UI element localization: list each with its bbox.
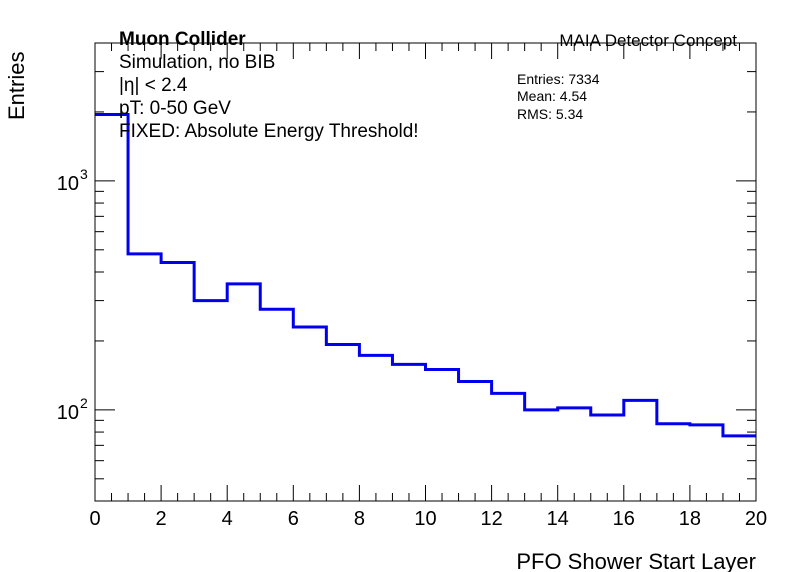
x-tick-label: 20: [745, 508, 767, 530]
y-tick-exponent: 2: [80, 395, 88, 411]
x-tick-label: 10: [414, 508, 436, 530]
y-tick-exponent: 3: [80, 166, 88, 182]
annotation-line-4: FIXED: Absolute Energy Threshold!: [119, 121, 419, 142]
stats-mean: Mean: 4.54: [517, 88, 587, 104]
x-tick-labels: 0 2 4 6 8 10 12 14 16 18 20: [89, 508, 767, 530]
x-tick-label: 2: [156, 508, 167, 530]
x-tick-label: 18: [679, 508, 701, 530]
x-tick-label: 6: [288, 508, 299, 530]
x-tick-label: 12: [480, 508, 502, 530]
annotation-line-1: Simulation, no BIB: [119, 52, 275, 73]
experiment-label: Muon Collider: [119, 29, 246, 50]
y-tick-label: 10: [57, 173, 79, 195]
x-tick-label: 4: [222, 508, 233, 530]
x-tick-label: 8: [354, 508, 365, 530]
x-axis-title: PFO Shower Start Layer: [516, 549, 756, 572]
x-tick-label: 0: [89, 508, 100, 530]
histogram-line: [95, 112, 756, 438]
y-axis-title: Entries: [4, 52, 29, 120]
detector-label: MAIA Detector Concept: [559, 31, 737, 50]
y-tick-label: 10: [57, 402, 79, 424]
annotation-line-2: |η| < 2.4: [119, 75, 188, 96]
plot-frame: [94, 42, 757, 502]
stats-rms: RMS: 5.34: [517, 106, 583, 122]
x-tick-label: 14: [547, 508, 569, 530]
annotation-line-3: pT: 0-50 GeV: [119, 98, 231, 119]
stats-entries: Entries: 7334: [517, 71, 600, 87]
x-tick-label: 16: [613, 508, 635, 530]
